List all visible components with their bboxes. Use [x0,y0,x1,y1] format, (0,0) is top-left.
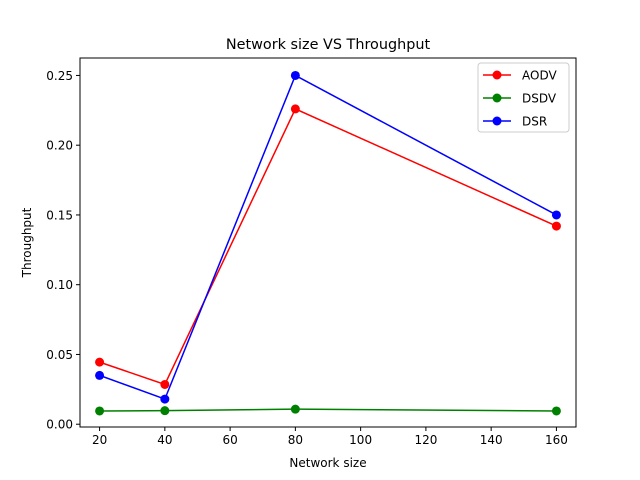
x-tick-label: 140 [480,433,503,447]
data-point-dsr [160,394,170,404]
y-tick-label: 0.20 [46,139,73,153]
y-axis: 0.00 0.05 0.10 0.15 0.20 0.25 [46,69,80,432]
data-point-dsdv [95,406,105,416]
plot-frame [79,57,577,428]
x-tick-label: 100 [349,433,372,447]
legend: AODV DSDV DSR [477,62,570,133]
y-tick-label: 0.15 [46,208,73,222]
x-tick-label: 20 [92,433,107,447]
data-point-aodv [290,104,300,114]
x-axis: 20 40 60 80 100 120 140 160 [92,427,568,447]
x-tick-label: 160 [545,433,568,447]
legend-marker-dsr [492,116,502,126]
legend-label-dsdv: DSDV [522,92,557,106]
series-line-dsdv [99,408,557,412]
x-axis-label: Network size [289,456,366,470]
data-point-dsdv [290,404,300,414]
y-tick-label: 0.00 [46,418,73,432]
y-axis-label: Throughput [20,207,34,278]
chart-title: Network size VS Throughput [226,37,431,53]
legend-frame [477,62,570,133]
y-tick-label: 0.25 [46,69,73,83]
data-point-aodv [551,221,561,231]
data-point-dsdv [551,406,561,416]
series-dsdv [95,404,561,416]
legend-marker-dsdv [492,93,502,103]
legend-label-dsr: DSR [522,115,547,129]
data-point-dsdv [160,406,170,416]
x-tick-label: 40 [157,433,172,447]
series-line-dsr [99,74,557,401]
data-point-dsr [551,210,561,220]
legend-label-aodv: AODV [522,69,557,83]
data-point-aodv [160,379,170,389]
x-tick-label: 80 [288,433,303,447]
legend-marker-aodv [492,70,502,80]
data-point-dsr [290,70,300,80]
x-tick-label: 60 [222,433,237,447]
x-tick-label: 120 [414,433,437,447]
y-tick-label: 0.10 [46,278,73,292]
y-tick-label: 0.05 [46,348,73,362]
series-line-aodv [99,107,557,386]
data-point-aodv [95,357,105,367]
series-dsr [95,70,561,404]
series-layer [95,70,561,416]
series-aodv [95,104,561,389]
data-point-dsr [95,370,105,380]
